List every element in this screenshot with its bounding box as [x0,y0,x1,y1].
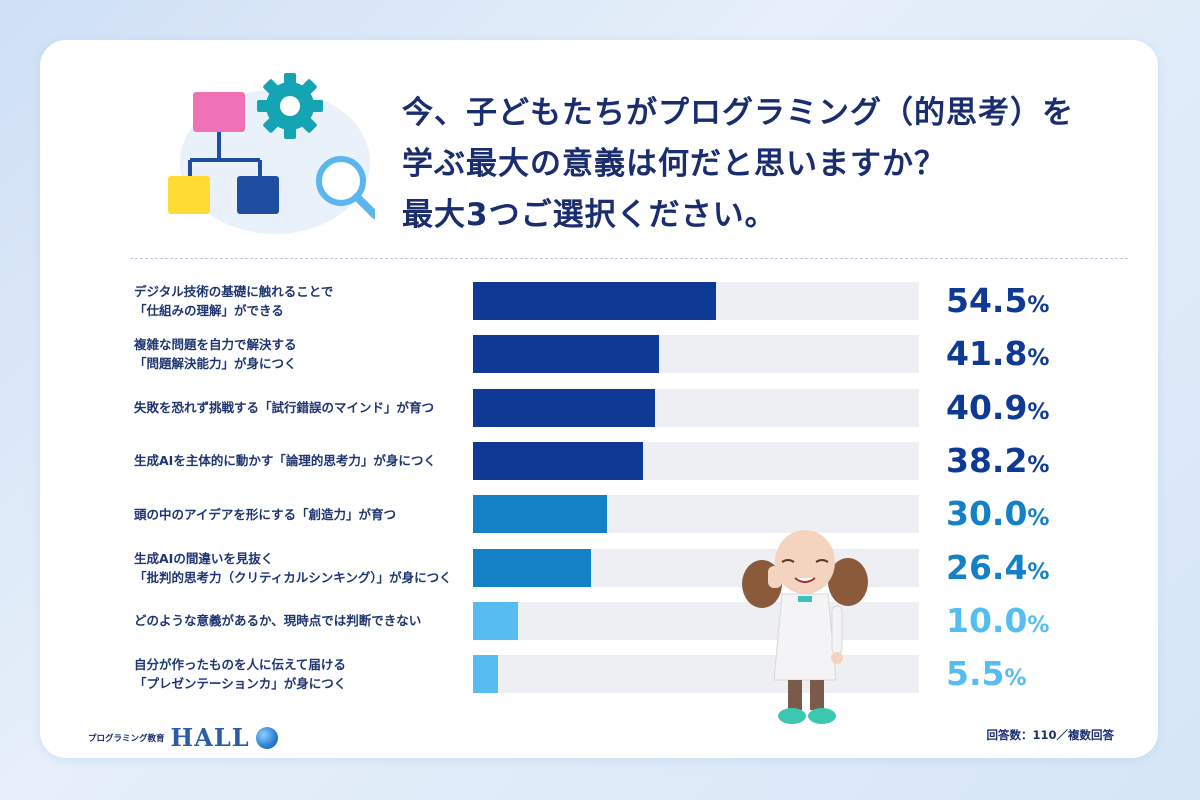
value-unit: % [1027,399,1050,425]
value-unit: % [1027,293,1050,318]
category-label-line: 複雑な問題を自力で解決する [134,337,297,353]
value-label: 5.5% [946,654,1027,694]
category-label: 失敗を恐れず挑戦する「試行錯誤のマインド」が育つ [134,398,494,417]
category-label-line: 自分が作ったものを人に伝えて届ける [134,657,346,673]
bar-track [473,495,919,534]
value-number: 10.0 [946,600,1028,640]
category-label: 生成AIを主体的に動かす「論理的思考力」が身につく [134,451,494,470]
value-unit: % [1027,559,1050,585]
category-label-line: 失敗を恐れず挑戦する「試行錯誤のマインド」が育つ [134,400,435,416]
category-label: 生成AIの間違いを見抜く「批判的思考力（クリティカルシンキング）」が身につく [134,549,494,587]
category-label-line: 「批判的思考力（クリティカルシンキング）」が身につく [134,569,452,585]
category-label: 頭の中のアイデアを形にする「創造力」が育つ [134,505,494,524]
value-unit: % [1027,452,1050,478]
globe-icon [255,726,278,749]
value-label: 54.5% [946,281,1049,321]
brand-tagline: プログラミング教育 [88,733,165,744]
value-number: 40.9 [946,387,1028,427]
bar-track [473,388,919,427]
card: 今、子どもたちがプログラミング（的思考）を 学ぶ最大の意義は何だと思いますか？ … [40,40,1158,758]
bar [473,388,656,427]
bar [473,282,717,320]
value-label: 40.9% [946,388,1049,428]
category-label: 自分が作ったものを人に伝えて届ける 「プレゼンテーションカ」が身につく [134,655,494,693]
value-unit: % [1004,666,1027,692]
category-label-line: 「問題解決能力」が身につく [134,356,297,372]
bar [473,495,607,534]
category-label-line: 「仕組みの理解」ができる [134,303,284,318]
value-number: 38.2 [946,440,1028,480]
category-label-line: 生成AIの間違いを見抜く [134,550,274,566]
bar [473,548,591,587]
category-label: どのような意義があるか、現時点では判断できない [134,611,494,630]
bar-track [473,335,919,374]
brand-logo: HALL [170,723,250,752]
value-unit: % [1027,346,1050,372]
bar [473,655,498,694]
question-line-2: 学ぶ最大の意義は何だと思いますか？ [402,146,946,182]
question-title: 今、子どもたちがプログラミング（的思考）を 学ぶ最大の意義は何だと思いますか？ … [402,88,1122,241]
response-note: 回答数：110／複数回答 [986,728,1114,742]
value-number: 41.8 [946,334,1028,374]
bar [473,441,644,480]
value-unit: % [1027,612,1050,638]
bar [473,601,518,640]
category-label: 複雑な問題を自力で解決する 「問題解決能力」が身につく [134,335,494,373]
value-label: 26.4% [946,548,1049,588]
category-label-line: 「プレゼンテーションカ」が身につく [134,676,347,692]
brand: プログラミング教育 HALL [88,723,278,752]
category-label-line: 生成AIを主体的に動かす「論理的思考力」が身につく [134,453,436,469]
bar-track [473,655,919,694]
category-label-line: デジタル技術の基礎に触れることで [134,284,334,299]
bar-track [473,282,919,320]
flowchart-gear-search-icon [168,73,375,234]
value-unit: % [1027,506,1050,532]
scientist-character-illustration [742,530,868,724]
category-label-line: どのような意義があるか、現時点では判断できない [134,613,422,629]
question-line-3: 最大3つご選択ください。 [402,197,777,233]
value-number: 5.5 [946,654,1005,694]
category-label: デジタル技術の基礎に触れることで 「仕組みの理解」ができる [134,282,494,320]
value-label: 41.8% [946,334,1049,374]
value-number: 54.5 [946,281,1028,320]
category-label-line: 頭の中のアイデアを形にする「創造力」が育つ [134,506,397,522]
bar [473,335,660,374]
value-label: 30.0% [946,494,1049,534]
value-label: 10.0% [946,601,1049,641]
bar-track [473,601,919,640]
question-line-1: 今、子どもたちがプログラミング（的思考）を [402,95,1074,131]
value-number: 26.4 [946,547,1028,587]
value-label: 38.2% [946,441,1049,481]
divider [130,258,1128,259]
value-number: 30.0 [946,494,1028,534]
bar-track [473,441,919,480]
